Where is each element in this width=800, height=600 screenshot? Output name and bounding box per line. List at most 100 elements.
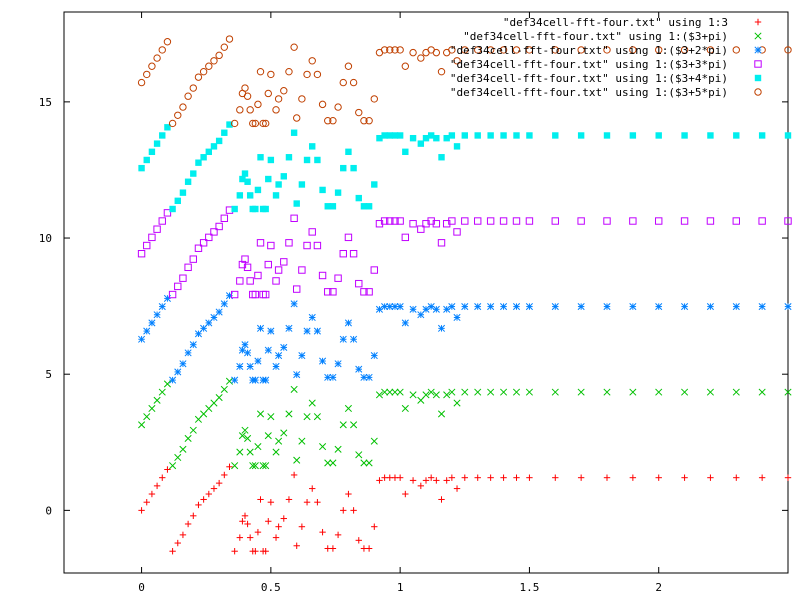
data-point — [267, 327, 275, 335]
data-point — [137, 249, 146, 258]
data-point — [246, 106, 254, 114]
data-point — [158, 388, 166, 396]
data-point — [215, 51, 223, 60]
data-point — [577, 474, 585, 481]
data-point — [184, 92, 192, 100]
data-point — [159, 132, 166, 139]
data-point — [319, 357, 327, 365]
data-point — [267, 70, 275, 79]
data-point — [252, 205, 259, 213]
data-point — [551, 217, 559, 225]
data-point — [437, 324, 446, 332]
data-point — [264, 260, 272, 269]
data-point — [448, 474, 456, 481]
data-point — [386, 303, 394, 311]
data-point — [499, 46, 508, 54]
data-point — [461, 388, 469, 396]
data-point — [402, 490, 409, 498]
data-point — [246, 534, 254, 541]
data-point — [303, 241, 311, 250]
data-point — [344, 404, 352, 413]
data-point — [158, 217, 166, 225]
data-point — [231, 376, 239, 384]
data-point — [318, 271, 327, 280]
data-point — [344, 62, 353, 70]
data-point — [298, 95, 306, 103]
data-point — [174, 111, 182, 119]
data-point — [329, 459, 337, 467]
data-point — [169, 548, 176, 555]
data-point — [265, 518, 272, 525]
data-point — [381, 132, 388, 139]
data-point — [244, 520, 251, 528]
data-point — [199, 67, 208, 76]
data-point — [603, 217, 611, 225]
data-point — [461, 217, 469, 225]
data-point — [319, 186, 326, 194]
data-point — [265, 175, 272, 183]
data-point — [158, 46, 166, 54]
data-point — [432, 48, 441, 57]
data-point — [329, 203, 337, 210]
data-point — [365, 288, 373, 296]
data-point — [298, 523, 306, 530]
data-point — [179, 445, 187, 453]
data-point — [148, 148, 156, 156]
data-point — [275, 523, 282, 530]
data-point — [784, 132, 792, 139]
data-point — [360, 459, 368, 467]
data-point — [334, 445, 342, 453]
data-point — [680, 217, 689, 225]
data-point — [365, 203, 373, 210]
data-point — [453, 143, 461, 150]
data-point — [290, 43, 298, 51]
data-point — [551, 303, 559, 311]
data-point — [285, 410, 293, 418]
data-point — [138, 164, 145, 172]
y-tick-label: 0 — [45, 504, 52, 517]
data-point — [215, 479, 223, 487]
data-point — [340, 164, 347, 172]
data-point — [448, 132, 456, 139]
data-point — [298, 181, 306, 188]
legend-marker — [754, 32, 762, 40]
data-point — [603, 46, 611, 54]
data-point — [220, 214, 229, 222]
data-point — [487, 132, 494, 139]
data-point — [329, 117, 337, 125]
data-point — [334, 360, 342, 368]
legend-marker — [754, 74, 762, 82]
data-point — [577, 388, 585, 396]
legend-marker — [754, 18, 762, 26]
data-point — [298, 352, 306, 360]
data-point — [401, 62, 410, 70]
data-point — [153, 482, 161, 490]
data-point — [226, 121, 233, 128]
data-point — [189, 341, 197, 349]
data-point — [215, 222, 223, 231]
data-point — [437, 67, 446, 76]
data-point — [303, 327, 311, 335]
data-point — [256, 239, 265, 247]
data-point — [259, 462, 267, 470]
data-point — [313, 70, 322, 79]
data-point — [350, 507, 357, 514]
data-point — [280, 343, 288, 351]
data-point — [512, 217, 521, 225]
data-point — [551, 388, 559, 396]
data-point — [680, 46, 689, 54]
data-point — [153, 54, 161, 62]
data-point — [339, 249, 347, 258]
data-point — [252, 548, 259, 555]
series-2 — [138, 292, 792, 384]
data-point — [427, 474, 435, 481]
data-point — [438, 496, 445, 503]
data-point — [168, 290, 177, 299]
data-point — [254, 186, 262, 194]
data-point — [371, 523, 378, 530]
data-point — [417, 225, 425, 233]
data-point — [244, 178, 251, 185]
data-point — [577, 46, 585, 54]
data-point — [163, 209, 172, 217]
